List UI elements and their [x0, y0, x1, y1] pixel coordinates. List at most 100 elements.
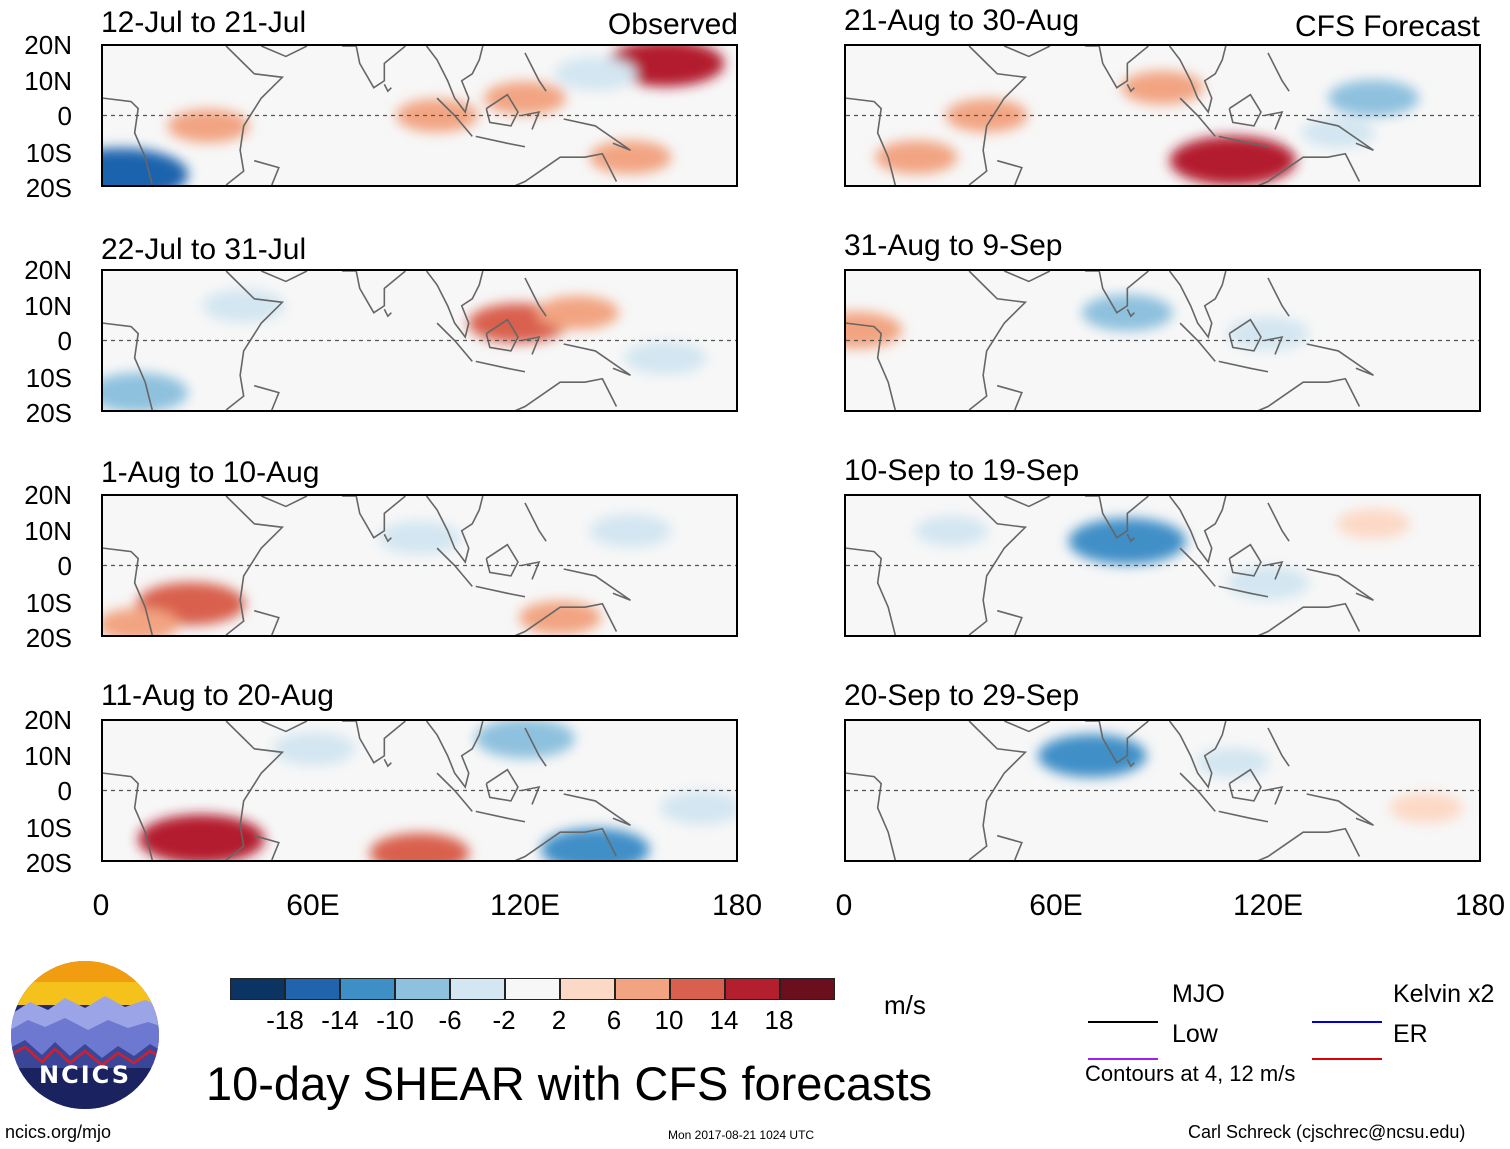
lat-tick: 20N: [24, 255, 72, 285]
coastline: [1218, 135, 1269, 148]
map-panel-fcst-3: [844, 494, 1481, 637]
shear-anomaly-blob: [589, 513, 672, 548]
coastline: [968, 271, 1028, 410]
coastline: [1257, 377, 1361, 410]
footer-url[interactable]: ncics.org/mjo: [5, 1122, 112, 1142]
shear-anomaly-blob: [475, 721, 575, 759]
shear-anomaly-blob: [659, 791, 736, 825]
coastline: [425, 721, 484, 789]
coastline: [342, 721, 406, 764]
lat-tick: 0: [57, 551, 72, 581]
panel-title-fcst-3: 10-Sep to 19-Sep: [844, 454, 1080, 487]
lon-tick: 60E: [286, 889, 340, 922]
coastline: [383, 758, 392, 768]
ncics-logo[interactable]: NCICS: [10, 960, 160, 1110]
coastline: [524, 502, 547, 542]
coastline: [485, 93, 519, 127]
coastline: [1126, 758, 1135, 768]
panel-title-obs-4: 11-Aug to 20-Aug: [101, 679, 334, 712]
coastline: [103, 97, 154, 185]
coastline: [1085, 271, 1149, 314]
shear-anomaly-blob: [536, 295, 619, 330]
shear-anomaly-blob: [483, 81, 567, 115]
coastline: [524, 727, 547, 767]
coastline: [225, 46, 285, 185]
coastline: [996, 834, 1023, 860]
shear-anomaly-blob: [945, 98, 1028, 133]
colorbar-swatch: [725, 978, 780, 1000]
coastline: [1228, 768, 1262, 802]
coastline: [260, 46, 308, 58]
shear-anomaly-blob: [272, 732, 356, 766]
shear-anomaly-blob: [316, 354, 382, 382]
shear-anomaly-blob: [954, 804, 1020, 832]
shear-anomaly-blob: [369, 833, 470, 860]
panel-title-obs-3: 1-Aug to 10-Aug: [101, 456, 320, 489]
map-panel-fcst-4: [844, 719, 1481, 862]
coastline: [1267, 502, 1290, 542]
colorbar-tick: -18: [266, 1005, 304, 1035]
coastline: [1179, 97, 1216, 137]
shear-anomaly-blob: [624, 341, 707, 375]
legend-label-mjo: MJO: [1172, 980, 1225, 1008]
shear-anomaly-blob: [875, 140, 958, 174]
lon-tick: 0: [92, 889, 110, 922]
legend-swatch-low: [1088, 1058, 1158, 1060]
colorbar-swatch: [505, 978, 560, 1000]
footer-credit: Carl Schreck (cjschrec@ncsu.edu): [1188, 1122, 1466, 1142]
coastline: [475, 360, 526, 373]
lat-tick: 20N: [24, 480, 72, 510]
shear-anomaly-blob: [989, 354, 1055, 382]
coastline: [436, 322, 473, 362]
shear-anomaly-blob: [1301, 117, 1376, 149]
shear-anomaly-blob: [167, 109, 250, 143]
lon-tick: 180: [1454, 889, 1506, 922]
lat-tick: 20S: [25, 398, 72, 428]
lat-tick: 10S: [25, 363, 72, 393]
coastline: [1168, 721, 1227, 789]
shear-anomaly-blob: [914, 515, 989, 546]
colorbar-swatch: [450, 978, 505, 1000]
lat-tick: 20N: [24, 30, 72, 60]
lat-tick: 20S: [25, 173, 72, 203]
coastline: [425, 271, 484, 339]
coastline: [996, 384, 1023, 410]
coastline: [968, 46, 1028, 185]
coastline: [253, 609, 280, 635]
coastline: [1267, 727, 1290, 767]
shear-anomaly-blob: [1376, 361, 1442, 389]
coastline: [1168, 46, 1227, 114]
map-panel-obs-1: [101, 44, 738, 187]
shear-anomaly-blob: [1389, 792, 1464, 824]
shear-anomaly-blob: [103, 372, 189, 410]
lat-tick: 0: [57, 326, 72, 356]
lon-tick: 0: [835, 889, 853, 922]
coastline: [1003, 271, 1051, 283]
coastline: [485, 768, 519, 802]
coastline: [1228, 543, 1262, 577]
shear-anomaly-blob: [1226, 316, 1310, 351]
legend-label-kelvin: Kelvin x2: [1393, 980, 1495, 1008]
coastline: [383, 308, 392, 318]
coastline: [436, 547, 473, 587]
shear-anomaly-blob: [395, 98, 479, 133]
coastline: [521, 785, 541, 805]
coastline: [1003, 496, 1051, 508]
shear-anomaly-blob: [138, 814, 265, 860]
shear-anomaly-blob: [606, 46, 725, 87]
colorbar-tick: -10: [376, 1005, 414, 1035]
colorbar-tick: 18: [764, 1005, 794, 1035]
colorbar-tick: 14: [709, 1005, 739, 1035]
coastline: [1003, 46, 1051, 58]
lon-tick: 60E: [1029, 889, 1083, 922]
shear-anomaly-blob: [103, 148, 189, 185]
units-label: m/s: [884, 990, 926, 1020]
coastline: [342, 496, 406, 539]
coastline: [996, 609, 1023, 635]
coastline: [514, 602, 618, 635]
lat-tick: 10S: [25, 813, 72, 843]
colorbar-tick: -14: [321, 1005, 359, 1035]
map-panel-fcst-1: [844, 44, 1481, 187]
coastline: [225, 496, 285, 635]
legend-swatch-er: [1312, 1058, 1382, 1060]
